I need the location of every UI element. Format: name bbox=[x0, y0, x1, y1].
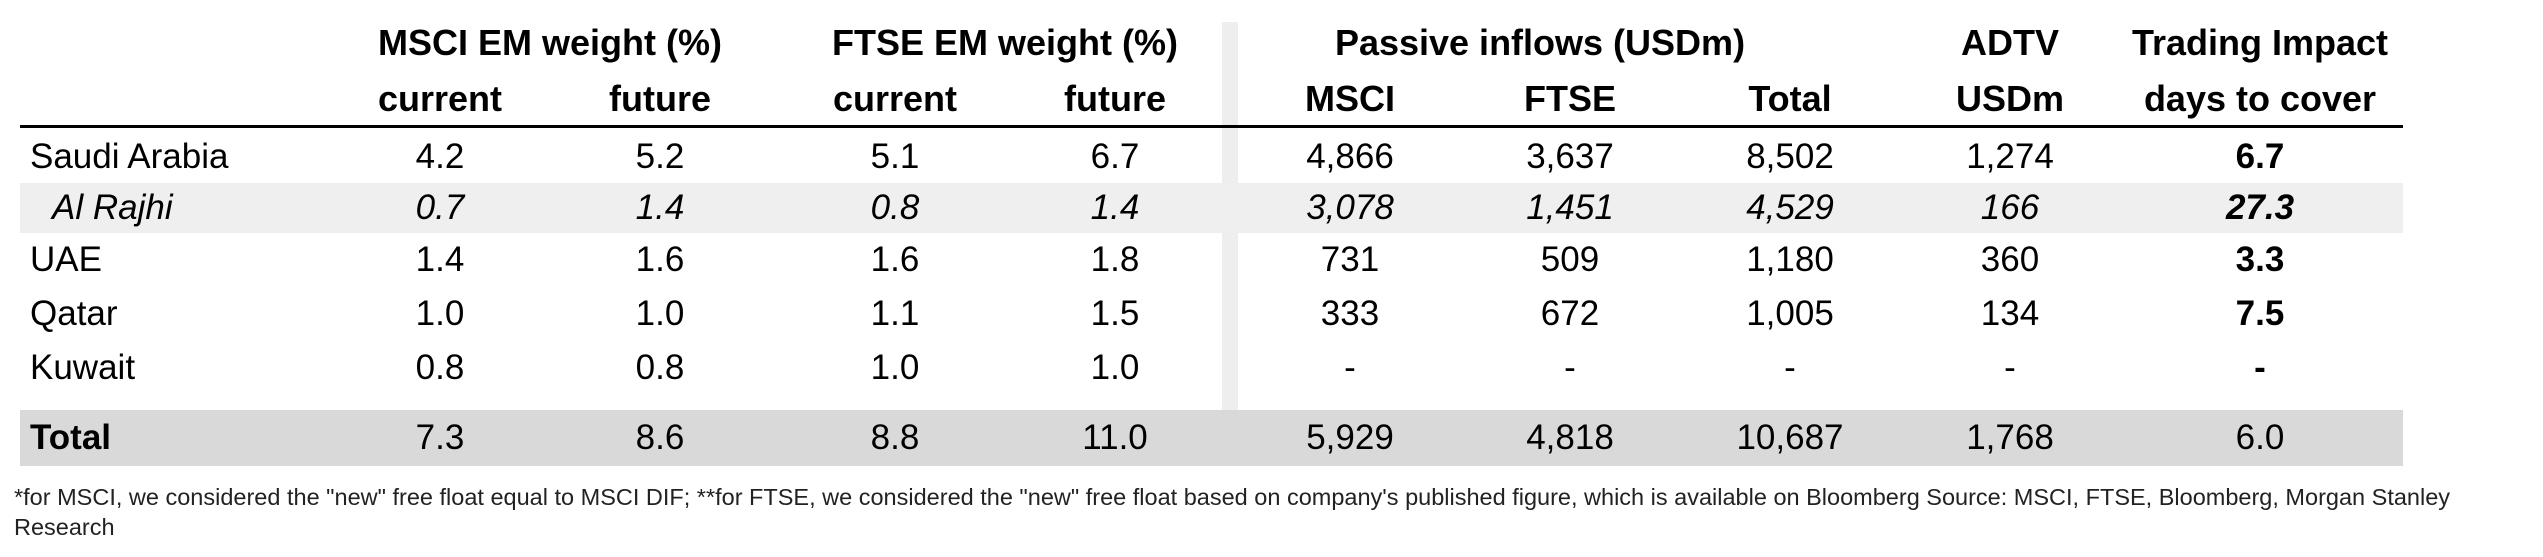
cell-msci-future: 5.2 bbox=[635, 137, 685, 176]
cell-ftse-future: 1.0 bbox=[1090, 348, 1140, 387]
header-ftse-weight: FTSE EM weight (%) bbox=[832, 22, 1178, 63]
cell-ftse-future: 1.4 bbox=[1090, 188, 1140, 227]
row-label: UAE bbox=[30, 240, 102, 279]
header-days-to-cover: days to cover bbox=[2143, 78, 2377, 119]
cell-days-to-cover: 3.3 bbox=[2235, 240, 2285, 279]
total-msci-future: 8.6 bbox=[635, 418, 685, 457]
cell-days-to-cover: 6.7 bbox=[2235, 137, 2285, 176]
cell-days-to-cover: 7.5 bbox=[2235, 294, 2285, 333]
table-row: Qatar 1.0 1.0 1.1 1.5 333 672 1,005 134 … bbox=[0, 288, 2543, 340]
cell-days-to-cover: - bbox=[2254, 348, 2266, 387]
header-adtv-unit: USDm bbox=[1955, 78, 2065, 119]
cell-days-to-cover: 27.3 bbox=[2225, 188, 2295, 227]
cell-flow-msci: 731 bbox=[1320, 240, 1380, 279]
header-msci-current: current bbox=[377, 78, 503, 119]
total-days-to-cover: 6.0 bbox=[2235, 418, 2285, 457]
cell-adtv: - bbox=[2004, 348, 2016, 387]
total-adtv: 1,768 bbox=[1966, 418, 2054, 457]
cell-ftse-future: 1.5 bbox=[1090, 294, 1140, 333]
cell-msci-future: 1.4 bbox=[635, 188, 685, 227]
cell-flow-msci: 3,078 bbox=[1306, 188, 1394, 227]
row-label: Al Rajhi bbox=[52, 188, 173, 227]
footnote: *for MSCI, we considered the "new" free … bbox=[14, 484, 2451, 540]
cell-ftse-current: 1.1 bbox=[870, 294, 920, 333]
cell-flow-msci: - bbox=[1344, 348, 1356, 387]
inflows-table: MSCI EM weight (%) FTSE EM weight (%) Pa… bbox=[0, 22, 2543, 466]
cell-flow-total: 8,502 bbox=[1746, 137, 1834, 176]
header-ftse-current: current bbox=[832, 78, 958, 119]
cell-flow-msci: 4,866 bbox=[1306, 137, 1394, 176]
header-flow-total: Total bbox=[1748, 78, 1832, 119]
total-flow-ftse: 4,818 bbox=[1526, 418, 1614, 457]
cell-msci-current: 0.8 bbox=[415, 348, 465, 387]
cell-adtv: 166 bbox=[1980, 188, 2040, 227]
header-msci-weight: MSCI EM weight (%) bbox=[378, 22, 722, 63]
cell-adtv: 1,274 bbox=[1966, 137, 2054, 176]
cell-msci-current: 1.4 bbox=[415, 240, 465, 279]
cell-flow-ftse: 509 bbox=[1540, 240, 1600, 279]
cell-flow-total: 1,180 bbox=[1746, 240, 1834, 279]
row-label: Qatar bbox=[30, 294, 118, 333]
cell-flow-total: 1,005 bbox=[1746, 294, 1834, 333]
row-label: Saudi Arabia bbox=[30, 137, 229, 176]
cell-msci-future: 1.0 bbox=[635, 294, 685, 333]
cell-flow-ftse: 3,637 bbox=[1526, 137, 1614, 176]
header-ftse-future: future bbox=[1064, 78, 1166, 119]
cell-msci-current: 4.2 bbox=[415, 137, 465, 176]
header-passive-inflows: Passive inflows (USDm) bbox=[1334, 22, 1746, 63]
cell-ftse-future: 6.7 bbox=[1090, 137, 1140, 176]
cell-ftse-current: 0.8 bbox=[870, 188, 920, 227]
table-row: Al Rajhi 0.7 1.4 0.8 1.4 3,078 1,451 4,5… bbox=[0, 182, 2543, 234]
total-row: Total 7.3 8.6 8.8 11.0 5,929 4,818 10,68… bbox=[0, 412, 2543, 464]
cell-flow-total: 4,529 bbox=[1746, 188, 1834, 227]
header-msci-future: future bbox=[609, 78, 711, 119]
header-flow-msci: MSCI bbox=[1305, 78, 1395, 119]
cell-ftse-current: 1.0 bbox=[870, 348, 920, 387]
total-flow-total: 10,687 bbox=[1736, 418, 1844, 457]
cell-flow-ftse: 672 bbox=[1540, 294, 1600, 333]
cell-adtv: 360 bbox=[1980, 240, 2040, 279]
table-row: Saudi Arabia 4.2 5.2 5.1 6.7 4,866 3,637… bbox=[0, 131, 2543, 183]
header-adtv: ADTV bbox=[1961, 22, 2059, 63]
total-msci-current: 7.3 bbox=[415, 418, 465, 457]
cell-flow-ftse: 1,451 bbox=[1526, 188, 1614, 227]
cell-ftse-current: 5.1 bbox=[870, 137, 920, 176]
cell-flow-ftse: - bbox=[1564, 348, 1576, 387]
cell-msci-current: 1.0 bbox=[415, 294, 465, 333]
cell-ftse-future: 1.8 bbox=[1090, 240, 1140, 279]
cell-flow-total: - bbox=[1784, 348, 1796, 387]
total-band bbox=[20, 410, 2403, 466]
cell-flow-msci: 333 bbox=[1320, 294, 1380, 333]
total-ftse-future: 11.0 bbox=[1082, 418, 1148, 457]
total-ftse-current: 8.8 bbox=[870, 418, 920, 457]
table-row: Kuwait 0.8 0.8 1.0 1.0 - - - - - bbox=[0, 342, 2543, 394]
header-trading-impact: Trading Impact bbox=[2131, 22, 2389, 63]
cell-adtv: 134 bbox=[1980, 294, 2040, 333]
table-row: UAE 1.4 1.6 1.6 1.8 731 509 1,180 360 3.… bbox=[0, 234, 2543, 286]
row-band bbox=[20, 183, 2403, 233]
cell-msci-future: 1.6 bbox=[635, 240, 685, 279]
total-flow-msci: 5,929 bbox=[1306, 418, 1394, 457]
header-flow-ftse: FTSE bbox=[1523, 78, 1616, 119]
cell-ftse-current: 1.6 bbox=[870, 240, 920, 279]
total-label: Total bbox=[30, 418, 112, 457]
header-rule bbox=[20, 125, 2403, 128]
cell-msci-future: 0.8 bbox=[635, 348, 685, 387]
row-label: Kuwait bbox=[30, 348, 136, 387]
cell-msci-current: 0.7 bbox=[415, 188, 465, 227]
